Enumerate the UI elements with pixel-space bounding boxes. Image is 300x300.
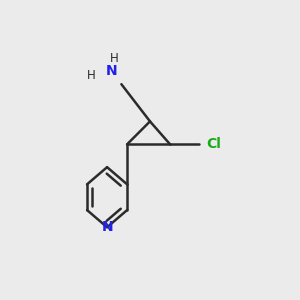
- Text: Cl: Cl: [206, 137, 221, 151]
- Text: N: N: [101, 220, 113, 234]
- Text: N: N: [106, 64, 117, 78]
- Text: H: H: [87, 69, 96, 82]
- Text: H: H: [110, 52, 118, 65]
